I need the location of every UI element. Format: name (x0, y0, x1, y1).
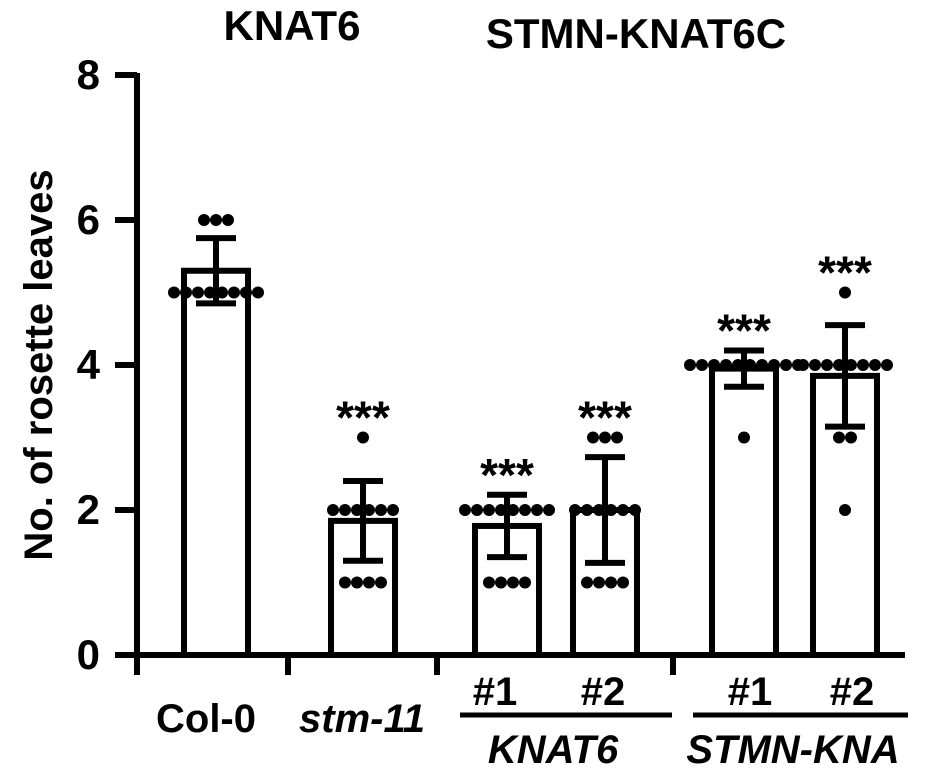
point-4-4-2 (708, 359, 720, 371)
point-3-2-1 (581, 504, 593, 516)
point-5-3-1 (845, 431, 857, 444)
top-label-stmn-knat6c: STMN-KNAT6C (486, 10, 786, 57)
point-3-2-2 (593, 504, 605, 516)
point-5-4-0 (797, 359, 809, 371)
x-tick-label-0: Col-0 (156, 697, 256, 741)
point-5-4-4 (845, 359, 857, 371)
x-tick-label-3: #2 (581, 670, 626, 714)
y-tick-label-3: 6 (77, 196, 100, 243)
significance-labels: *** *** *** *** *** (336, 247, 872, 501)
data-points (168, 214, 893, 589)
point-1-1-0 (339, 576, 351, 589)
point-5-4-3 (833, 359, 845, 371)
point-0-5-4 (216, 286, 228, 299)
point-4-4-5 (744, 359, 756, 371)
point-3-2-0 (569, 504, 581, 516)
bar-0 (181, 267, 251, 658)
significance-1: *** (336, 392, 390, 444)
bar-4 (709, 365, 779, 658)
point-1-1-1 (351, 576, 363, 589)
significance-4: *** (717, 305, 771, 357)
point-5-4-5 (857, 359, 869, 371)
point-3-1-2 (605, 576, 617, 589)
point-3-3-1 (599, 431, 611, 444)
point-2-2-6 (531, 504, 543, 516)
point-5-5-0 (839, 286, 851, 299)
significance-2: *** (480, 449, 534, 501)
point-3-1-3 (617, 576, 629, 589)
point-4-3-0 (738, 431, 750, 444)
point-1-2-4 (375, 504, 387, 516)
point-3-1-0 (581, 576, 593, 589)
point-3-2-5 (629, 504, 641, 516)
x-tick-label-5: #2 (830, 670, 875, 714)
point-0-5-2 (192, 286, 204, 299)
point-2-2-2 (483, 504, 495, 516)
x-tick-label-4: #1 (728, 670, 773, 714)
point-2-1-1 (495, 576, 507, 589)
point-5-4-6 (869, 359, 881, 371)
point-0-6-0 (198, 214, 210, 226)
point-4-4-1 (696, 359, 708, 371)
group-label-0: KNAT6 (488, 728, 619, 770)
point-4-4-7 (768, 359, 780, 371)
y-tick-label-4: 8 (77, 51, 100, 98)
point-2-2-7 (543, 504, 555, 516)
point-5-4-2 (821, 359, 833, 371)
point-5-4-7 (881, 359, 893, 371)
point-0-5-5 (228, 286, 240, 299)
point-5-3-0 (833, 431, 845, 444)
point-5-4-1 (809, 359, 821, 371)
point-3-3-0 (587, 431, 599, 444)
y-axis-label: No. of rosette leaves (17, 169, 61, 560)
point-4-4-0 (684, 359, 696, 371)
point-2-1-0 (483, 576, 495, 589)
significance-3: *** (578, 392, 632, 444)
x-tick-label-1: stm-11 (299, 697, 425, 741)
point-3-1-1 (593, 576, 605, 589)
point-2-1-2 (507, 576, 519, 589)
point-2-2-1 (471, 504, 483, 516)
point-1-2-0 (327, 504, 339, 516)
point-4-4-8 (780, 359, 792, 371)
point-2-2-3 (495, 504, 507, 516)
point-0-6-1 (210, 214, 222, 226)
point-1-1-3 (375, 576, 387, 589)
point-2-2-0 (459, 504, 471, 516)
axes: 0 2 4 6 8 (77, 51, 905, 678)
point-1-2-2 (351, 504, 363, 516)
point-3-2-4 (617, 504, 629, 516)
point-5-2-0 (839, 504, 851, 516)
point-4-4-3 (720, 359, 732, 371)
point-4-4-4 (732, 359, 744, 371)
point-2-1-3 (519, 576, 531, 589)
point-0-5-1 (180, 286, 192, 299)
top-labels: KNAT6 STMN-KNAT6C (224, 2, 787, 57)
point-1-1-2 (363, 576, 375, 589)
group-labels: KNAT6 STMN-KNA (460, 712, 908, 770)
point-1-3-0 (357, 431, 369, 444)
point-4-4-6 (756, 359, 768, 371)
y-tick-label-1: 2 (77, 486, 100, 533)
x-tick-label-2: #1 (473, 670, 518, 714)
point-2-2-5 (519, 504, 531, 516)
point-1-2-5 (387, 504, 399, 516)
point-0-6-2 (222, 214, 234, 226)
y-tick-label-0: 0 (77, 631, 100, 678)
point-3-2-3 (605, 504, 617, 516)
point-0-5-6 (240, 286, 252, 299)
significance-5: *** (818, 247, 872, 299)
y-tick-label-2: 4 (77, 341, 101, 388)
group-label-1: STMN-KNA (686, 728, 899, 770)
point-2-2-4 (507, 504, 519, 516)
top-label-knat6: KNAT6 (224, 2, 361, 49)
x-tick-labels: Col-0 stm-11 #1 #2 #1 #2 (156, 670, 874, 741)
point-1-2-1 (339, 504, 351, 516)
point-1-2-3 (363, 504, 375, 516)
point-0-5-3 (204, 286, 216, 299)
point-0-5-0 (168, 286, 180, 299)
point-3-3-2 (611, 431, 623, 444)
point-0-5-7 (252, 286, 264, 299)
